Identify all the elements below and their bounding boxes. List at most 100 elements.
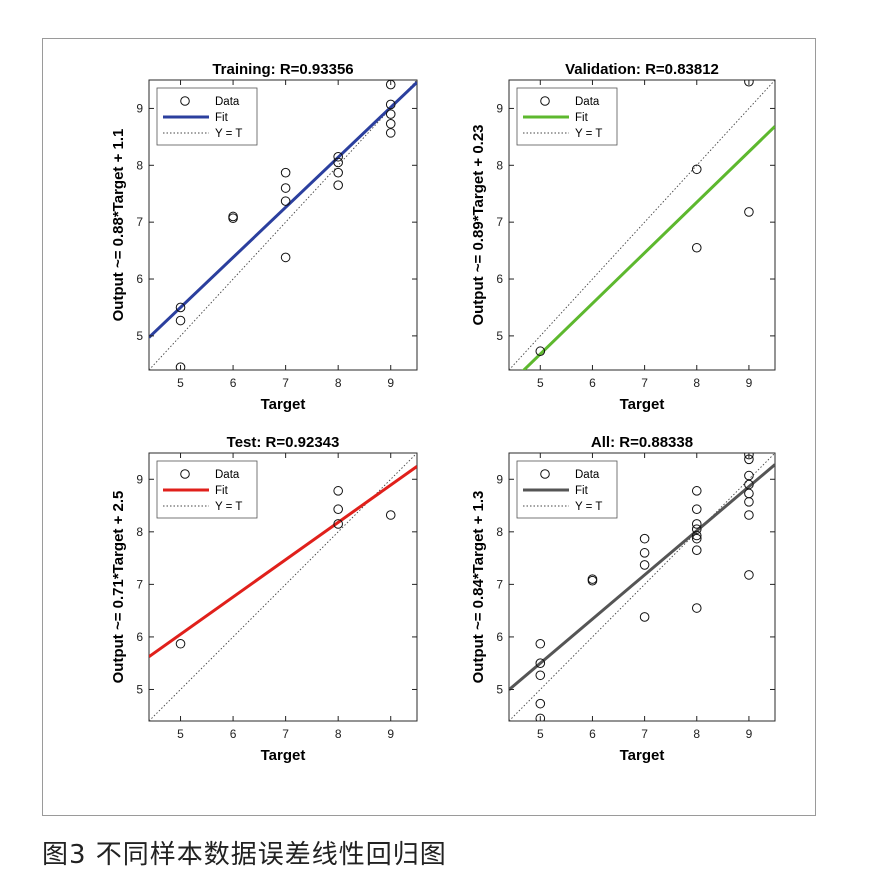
y-tick-label: 7: [496, 215, 503, 229]
data-point: [691, 545, 702, 556]
legend-label: Fit: [575, 485, 589, 497]
x-tick-label: 6: [230, 376, 237, 390]
data-point: [744, 510, 754, 520]
data-point: [333, 157, 343, 168]
data-point: [385, 109, 396, 119]
legend-label: Data: [215, 469, 240, 481]
data-point: [744, 453, 754, 460]
data-point: [587, 574, 598, 584]
x-tick-label: 8: [693, 727, 700, 741]
data-point: [535, 698, 546, 709]
y-axis-label: Output ~= 0.89*Target + 0.23: [470, 124, 487, 325]
data-point: [691, 530, 702, 541]
y-tick-label: 7: [136, 577, 143, 591]
y-tick-label: 5: [136, 329, 143, 343]
data-point: [333, 486, 343, 496]
chart-title: Test: R=0.92343: [227, 434, 340, 451]
legend-label: Data: [575, 96, 600, 108]
data-point: [691, 486, 702, 496]
data-point: [280, 252, 291, 263]
y-tick-label: 9: [136, 472, 143, 486]
legend-label: Fit: [575, 112, 589, 124]
chart-panel-1: 5 6 7 8 9 5 6 7 8 9 Training: R=0.93356 Target Outpu…: [110, 61, 418, 413]
y-tick-label: 6: [496, 630, 503, 644]
x-tick-label: 6: [589, 376, 596, 390]
x-tick-label: 5: [537, 376, 544, 390]
legend-label: Fit: [215, 112, 229, 124]
y-tick-label: 5: [496, 329, 503, 343]
legend-label: Data: [575, 469, 600, 481]
legend-marker-data: [540, 96, 550, 106]
x-axis-label: Target: [261, 747, 306, 764]
fit-line: [509, 463, 775, 691]
legend: Data Fit Y = T: [516, 87, 618, 146]
data-point: [280, 196, 291, 206]
y-tick-label: 9: [496, 472, 503, 486]
data-point: [175, 362, 186, 370]
data-point: [535, 638, 546, 649]
x-tick-label: 8: [693, 376, 700, 390]
data-point: [385, 118, 396, 129]
data-point: [385, 510, 396, 520]
data-point: [280, 183, 291, 193]
data-point: [175, 302, 186, 313]
data-point: [691, 504, 702, 515]
y-axis-label: Output ~= 0.71*Target + 2.5: [110, 491, 127, 684]
x-axis-label: Target: [620, 747, 665, 764]
x-tick-label: 5: [177, 727, 184, 741]
x-tick-label: 9: [387, 376, 394, 390]
y-tick-label: 7: [496, 577, 503, 591]
y-tick-label: 8: [136, 158, 143, 172]
x-tick-label: 5: [177, 376, 184, 390]
data-point: [639, 548, 650, 558]
x-axis-label: Target: [261, 396, 306, 413]
data-point: [691, 164, 702, 175]
data-point: [691, 242, 702, 253]
y-tick-label: 7: [136, 215, 143, 229]
fit-line: [149, 465, 417, 658]
chart-title: All: R=0.88338: [591, 434, 693, 451]
legend-label: Y = T: [215, 501, 242, 513]
data-point: [333, 151, 343, 162]
data-point: [175, 315, 186, 326]
chart-panel-2: 5 6 7 8 9 5 6 7 8 9 Validation: R=0.83812 Target Out…: [470, 61, 776, 413]
data-point: [228, 211, 238, 222]
data-point: [744, 470, 754, 481]
data-point: [175, 638, 186, 649]
y-tick-label: 5: [496, 682, 503, 696]
legend: Data Fit Y = T: [156, 460, 258, 519]
data-point: [639, 533, 650, 544]
legend-label: Y = T: [575, 501, 602, 513]
legend-label: Data: [215, 96, 240, 108]
y-tick-label: 6: [136, 630, 143, 644]
y-tick-label: 8: [136, 525, 143, 539]
x-tick-label: 9: [746, 376, 753, 390]
legend-marker-data: [180, 469, 190, 479]
y-tick-label: 6: [136, 272, 143, 286]
chart-panel-3: 5 6 7 8 9 5 6 7 8 9 Test: R=0.92343 Target Output ~=…: [110, 434, 418, 764]
data-point: [744, 570, 754, 580]
x-tick-label: 7: [282, 376, 289, 390]
identity-line: [149, 80, 417, 370]
data-point: [333, 167, 343, 178]
legend-marker-data: [540, 469, 550, 479]
y-tick-label: 5: [136, 682, 143, 696]
x-tick-label: 8: [335, 727, 342, 741]
legend: Data Fit Y = T: [156, 87, 258, 146]
y-axis-label: Output ~= 0.84*Target + 1.3: [470, 491, 487, 684]
y-tick-label: 9: [136, 101, 143, 115]
legend-marker-data: [180, 96, 190, 106]
y-tick-label: 9: [496, 101, 503, 115]
chart-title: Validation: R=0.83812: [565, 61, 719, 78]
data-point: [691, 603, 702, 613]
x-axis-label: Target: [620, 396, 665, 413]
x-tick-label: 9: [387, 727, 394, 741]
data-point: [639, 560, 650, 570]
data-point: [535, 658, 546, 668]
figure-caption: 图3 不同样本数据误差线性回归图: [42, 840, 447, 870]
data-point: [691, 519, 702, 529]
y-axis-label: Output ~= 0.88*Target + 1.1: [110, 129, 127, 322]
legend-label: Y = T: [575, 128, 602, 140]
x-tick-label: 8: [335, 376, 342, 390]
